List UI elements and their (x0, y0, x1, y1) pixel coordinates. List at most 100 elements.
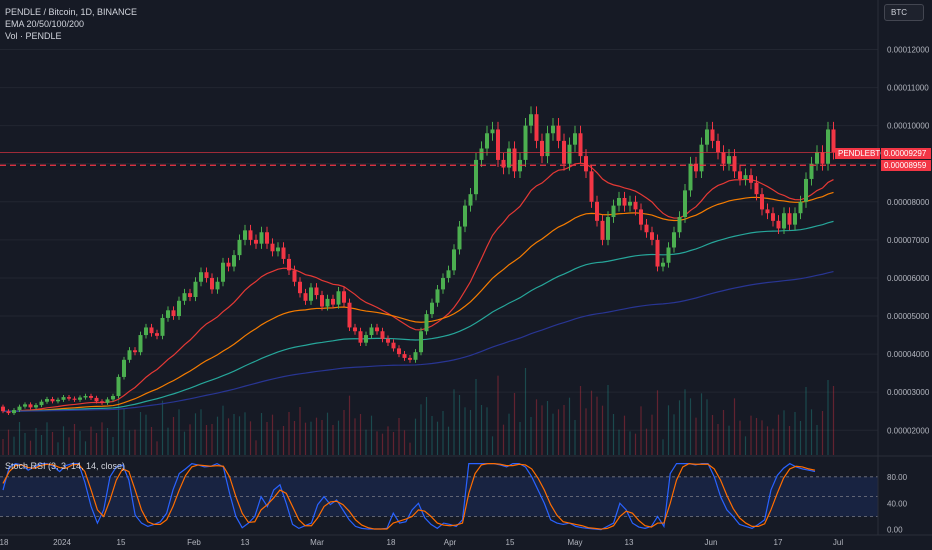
price-axis-tick: 0.00008000 (887, 198, 930, 207)
volume-bar (24, 433, 26, 455)
ema-20-line (2, 162, 834, 412)
volume-bar (563, 405, 565, 455)
ema-legend[interactable]: EMA 20/50/100/200 (5, 19, 85, 29)
candle-body (336, 291, 341, 305)
candle-body (265, 232, 269, 244)
candle-body (226, 262, 231, 267)
volume-bar (783, 410, 785, 455)
time-axis-tick: Jul (833, 538, 843, 547)
candle-body (655, 239, 660, 267)
candle-body (743, 175, 748, 179)
candle-body (94, 397, 99, 402)
volume-bar (662, 439, 664, 455)
volume-bar (414, 418, 417, 455)
candle-body (661, 262, 665, 267)
time-axis-tick: 17 (774, 538, 783, 547)
time-axis-tick: Jun (705, 538, 718, 547)
candle-body (166, 310, 170, 318)
candle-body (270, 243, 275, 252)
candle-body (545, 133, 550, 157)
time-axis-tick: 13 (241, 538, 250, 547)
candle-body (67, 397, 71, 399)
candle-body (171, 310, 176, 317)
candle-body (105, 399, 110, 403)
volume-bar (359, 414, 362, 455)
candle-body (6, 411, 11, 414)
stoch-axis-tick: 0.00 (887, 526, 903, 535)
last-price-tag: 0.00009297 (881, 148, 931, 159)
volume-bar (706, 399, 708, 455)
price-axis-tick: 0.00010000 (887, 122, 930, 131)
volume-bar (260, 413, 263, 455)
candle-body (446, 270, 451, 278)
candle-body (435, 289, 440, 303)
volume-bar (420, 404, 422, 455)
candle-body (507, 148, 511, 168)
volume-bar (541, 405, 543, 455)
volume-bar (585, 408, 587, 455)
volume-bar (354, 418, 356, 455)
volume-bar (123, 408, 125, 455)
volume-bar (475, 379, 477, 455)
candle-body (485, 133, 489, 149)
candle-body (89, 395, 93, 398)
candle-body (501, 159, 506, 168)
volume-bar (95, 433, 98, 455)
candle-body (534, 114, 539, 141)
time-axis-tick: Mar (310, 538, 324, 547)
candle-body (666, 247, 671, 263)
volume-bar (84, 441, 87, 455)
volume-bar (315, 417, 318, 455)
candle-body (347, 302, 352, 328)
volume-bar (40, 435, 43, 455)
stoch-rsi-legend[interactable]: Stoch RSI (3, 3, 14, 14, close) (5, 461, 126, 471)
volume-bar (326, 412, 329, 455)
volume-bar (557, 409, 560, 455)
candle-body (182, 293, 187, 301)
candle-body (567, 144, 572, 164)
volume-bar (150, 427, 153, 455)
volume-legend[interactable]: Vol · PENDLE (5, 31, 62, 41)
volume-bar (733, 398, 736, 455)
stoch-axis-tick: 80.00 (887, 473, 908, 482)
volume-bar (425, 397, 428, 455)
candle-body (430, 302, 434, 315)
volume-bar (535, 399, 538, 455)
candle-body (413, 352, 418, 360)
volume-bar (508, 413, 510, 455)
volume-bar (73, 424, 76, 455)
volume-bar (200, 409, 202, 455)
currency-scale-button[interactable]: BTC (884, 4, 924, 21)
candle-body (83, 395, 88, 398)
candle-body (787, 213, 792, 225)
candle-body (309, 287, 313, 301)
candle-body (320, 295, 324, 307)
volume-bar (590, 390, 593, 455)
volume-bar (777, 414, 780, 455)
candle-body (254, 239, 258, 244)
candle-body (160, 317, 165, 336)
volume-bar (29, 440, 32, 455)
candle-body (688, 163, 693, 191)
volume-bar (194, 413, 197, 455)
price-axis-tick: 0.00004000 (887, 350, 930, 359)
candle-body (386, 338, 390, 343)
candle-body (133, 350, 137, 353)
candle-body (149, 327, 154, 334)
candle-body (314, 287, 319, 296)
candle-body (408, 357, 412, 360)
candle-body (595, 201, 599, 221)
volume-bar (607, 385, 609, 455)
volume-bar (827, 380, 829, 455)
candle-body (633, 201, 638, 210)
candle-body (721, 152, 726, 164)
volume-bar (502, 424, 505, 455)
volume-bar (18, 422, 21, 455)
volume-bar (62, 426, 65, 455)
candle-body (210, 277, 214, 290)
candle-body (820, 152, 825, 164)
candle-body (61, 397, 66, 400)
candle-body (760, 194, 764, 210)
volume-bar (189, 424, 191, 455)
